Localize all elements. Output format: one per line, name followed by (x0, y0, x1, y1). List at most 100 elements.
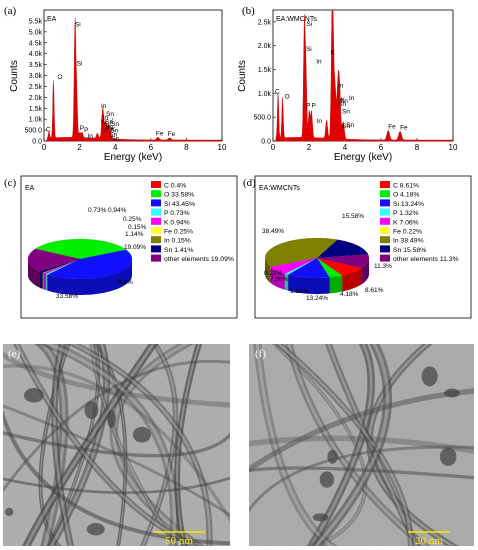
legend-label-k: K 7.06% (393, 219, 419, 226)
legend-swatch-k (151, 217, 161, 225)
slice-labels-c: 0.4% 33.58% 0.73% 0.94% 0.25%0.15%1.14% 19.09… (56, 207, 147, 300)
peak-label-k: K (341, 97, 346, 104)
x-axis-label-b: Energy (keV) (334, 152, 392, 163)
eds-spectrum-ea-wmcnts: (b) EA:WMCNTs 0.0 500.0 1.0k 1.5k 2.0k 2.5k 0… (237, 5, 458, 163)
peak-label-si: Si (306, 46, 312, 53)
y-tick-labels-a: 0.0 500.0 1.0k 1.5k 2.0k 2.5k 3.0k 3.5k 4.0k 4.5k… (24, 18, 47, 146)
peak-label-si: Si (77, 60, 83, 67)
peak-label-sn: Sn (109, 132, 117, 139)
y-tick-label: 1.5k (258, 67, 272, 74)
panel-label-b: (b) (242, 5, 255, 17)
panel-label-c: (c) (4, 177, 17, 189)
legend-swatch-p (151, 208, 161, 216)
peak-label-o: O (57, 74, 62, 81)
legend-swatch-o (151, 190, 161, 198)
pie-title-d: EA:WMCNTs (259, 185, 300, 192)
spectrum-area (273, 9, 454, 142)
legend-swatch-fe (151, 227, 161, 234)
legend-swatch-other-elements (151, 254, 161, 262)
sample-label-b: EA:WMCNTs (276, 16, 317, 23)
slice-label-c: 0.4% (118, 279, 133, 286)
pie-slice-c (316, 257, 363, 276)
panel-label-d: (d) (243, 177, 256, 189)
x-tick-label: 2 (307, 143, 312, 152)
annotation-label: In (101, 103, 107, 110)
legend-label-sn: Sn 1.41% (164, 247, 193, 254)
scale-bar-label-f: 20 nm (415, 535, 443, 547)
spectrum-fill-a (44, 17, 223, 142)
legend-label-p: P 0.73% (164, 210, 190, 217)
peak-label-sn: Sn (110, 127, 118, 134)
pie-slice-sn (316, 239, 369, 259)
legend-label-p: P 1.32% (393, 210, 419, 217)
x-tick-label: 8 (415, 143, 420, 152)
peak-label-in: In (103, 115, 109, 122)
legend-label-o: O 33.58% (164, 192, 194, 199)
x-tick-label: 4 (343, 143, 348, 152)
legend-label-other-elements: other elements 11.3% (393, 256, 459, 263)
y-tick-label: 1.5k (29, 106, 43, 113)
peak-label-sn: Sn (111, 136, 119, 143)
legend-label-other-elements: other elements 19.09% (164, 256, 234, 263)
x-axis-label-a: Energy (keV) (104, 152, 162, 163)
y-tick-label: 5.0k (29, 29, 43, 36)
slice-labels-d: 8.61% 4.18% 13.24%1.32%7.06%0.22% 38.49% 15.… (262, 213, 392, 302)
pie-slice-in (42, 258, 81, 274)
y-tick-label: 4.5k (29, 40, 43, 47)
x-tick-label: 6 (379, 143, 384, 152)
x-tick-label: 8 (184, 143, 189, 152)
pie-title-c: EA (25, 185, 35, 192)
y-tick-label: 3.0k (29, 73, 43, 80)
pie-slice-other-elements (27, 248, 81, 272)
legend-label-k: K 0.94% (164, 219, 190, 226)
tem-image-e: (e) 50 nm (3, 344, 230, 547)
x-tick-label: 4 (113, 143, 118, 152)
peak-label-si: Si (75, 22, 81, 29)
pie-slice-o (316, 257, 343, 278)
annotation-label: Sn (342, 123, 350, 130)
peak-label-c: C (46, 126, 51, 133)
legend-swatch-si (151, 199, 161, 207)
peak-label-sn: Sn (346, 122, 354, 129)
legend-label-in: In 0.15% (164, 238, 191, 245)
annotation-label: Sn (111, 121, 119, 128)
legend-label-c: C 8.61% (393, 183, 419, 190)
pie-chart-ea: (c) EA 0.4% 33.58% 0.73% 0.94% 0.25%0.15%1.1… (4, 175, 238, 319)
pie-slices-c (27, 238, 133, 296)
legend-swatch-c (380, 181, 390, 188)
x-tick-label: 0 (42, 143, 47, 152)
plot-frame-a (43, 9, 223, 142)
y-tick-label: 1.0k (258, 91, 272, 98)
peak-label-p: P (312, 102, 316, 109)
pie-slice-in (264, 237, 338, 267)
legend-label-fe: Fe 0.22% (393, 229, 422, 236)
y-tick-label: 5.5k (29, 18, 43, 25)
pie-side-sn (39, 271, 43, 289)
pie-slice-k (269, 257, 318, 274)
slice-label-k: 0.94% (108, 207, 127, 214)
slice-label-p: 1.32% (290, 288, 309, 295)
legend-swatch-p (380, 208, 390, 216)
slice-label-o: 4.18% (340, 291, 359, 298)
slice-label-k: 7.06% (270, 276, 289, 283)
spectrum-area (44, 17, 223, 142)
pie-side-p (45, 273, 48, 291)
peak-label-o: O (285, 94, 290, 101)
panel-label-e: (e) (8, 348, 21, 360)
pie-chart-ea-wmcnts: (d) EA:WMCNTs 8.61% 4.18% 13.24%1.32%7.06%… (243, 175, 472, 319)
x-tick-label: 6 (149, 143, 154, 152)
x-tick-label: 10 (449, 143, 458, 152)
peak-label-c: C (275, 89, 280, 96)
y-tick-label: 0.0 (32, 139, 42, 146)
pie-slices-d (264, 237, 370, 295)
slice-label-sn: 15.58% (342, 213, 364, 220)
legend-swatch-o (380, 190, 390, 198)
panel-label-a: (a) (4, 5, 17, 17)
pie-slice-si (287, 257, 330, 279)
annotation-pointers-a (103, 117, 114, 133)
eds-spectrum-ea: (a) EA 0.0 500.0 1.0k 1.5k 2.0k 2.5k 3.0k 3.5k 4… (4, 5, 227, 163)
peak-label-k: K (111, 126, 116, 133)
peak-label-in: In (338, 83, 344, 90)
